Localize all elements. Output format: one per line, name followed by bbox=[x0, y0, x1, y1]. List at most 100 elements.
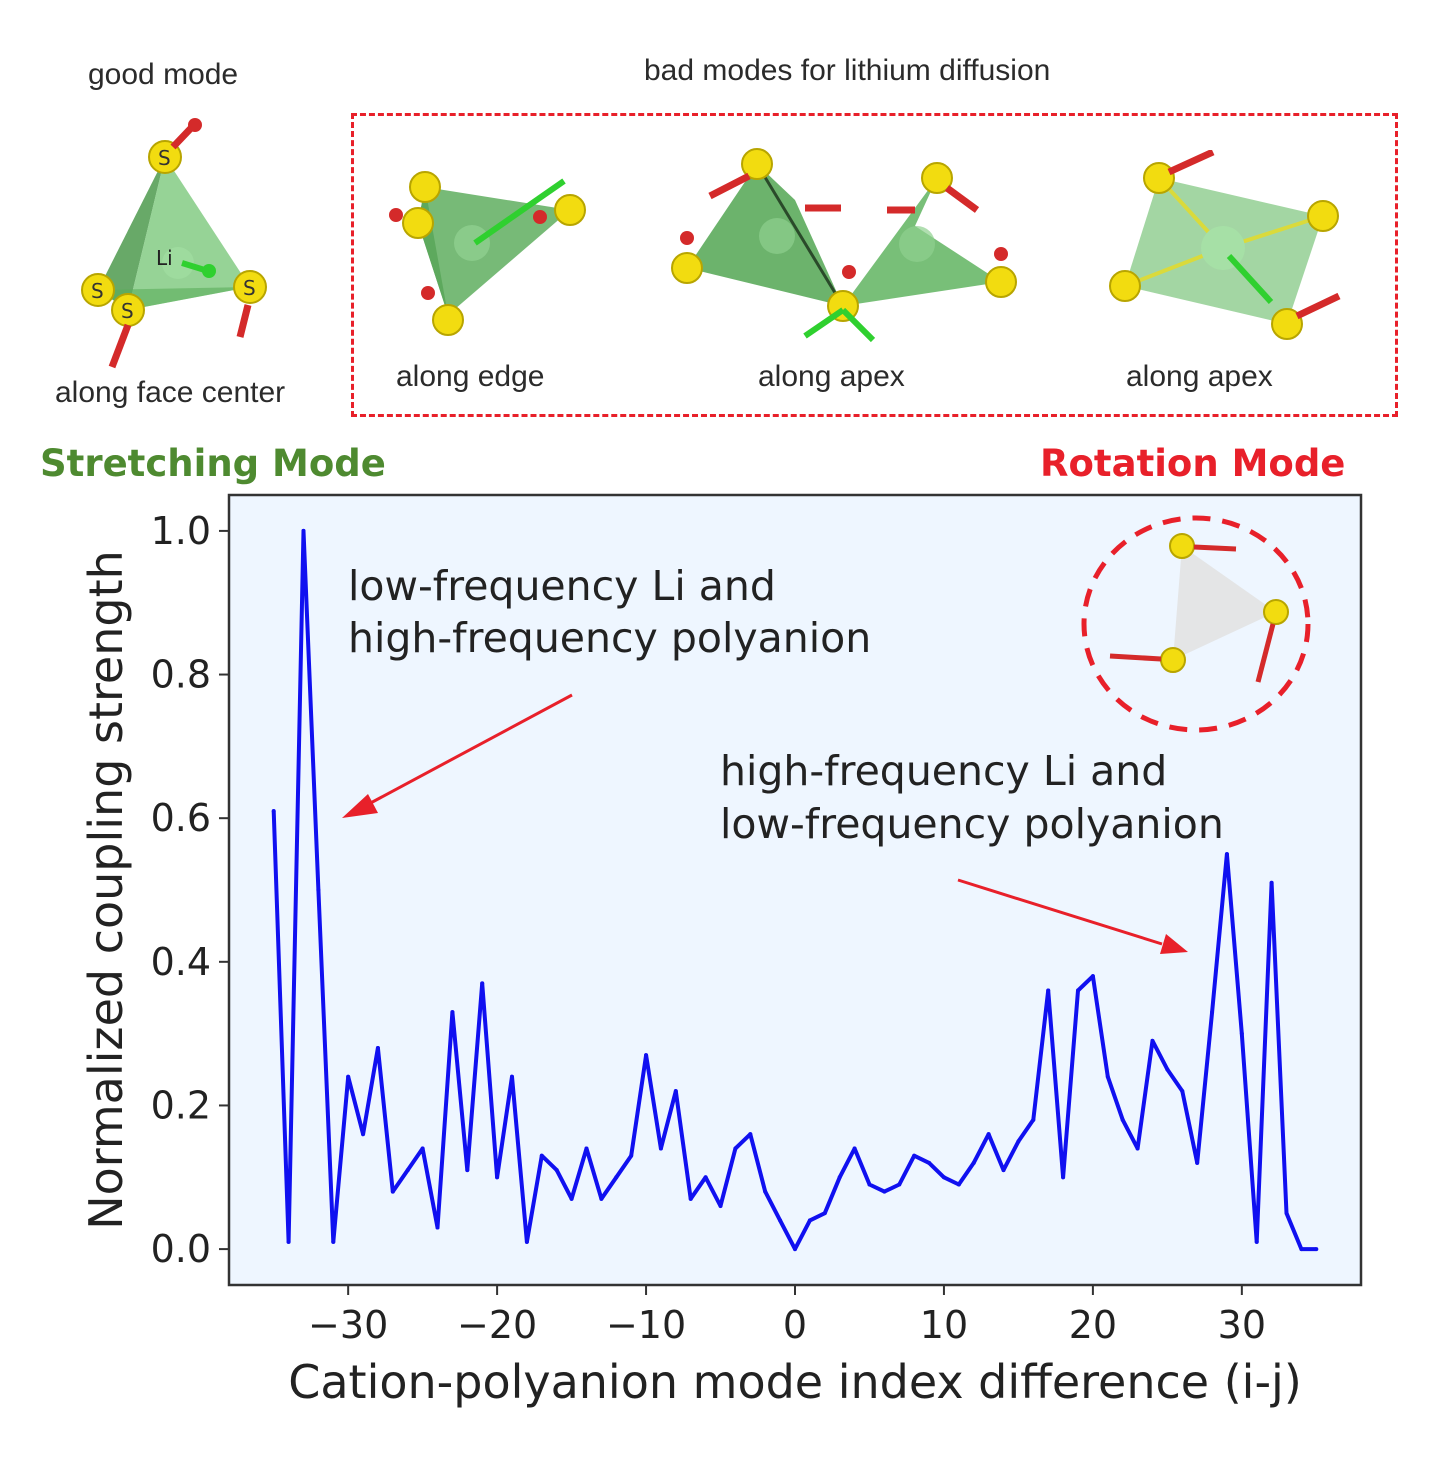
data-point bbox=[897, 1182, 902, 1187]
data-point bbox=[1165, 1067, 1170, 1072]
axis-ticks: −30 −20 −10 0 10 20 30 0.0 0.2 0.4 0.6 0.8 1.0 bbox=[151, 509, 1266, 1347]
green-arrow-2 bbox=[840, 307, 876, 343]
x-tick-label: 0 bbox=[783, 1303, 807, 1347]
y-tick-label: 0.4 bbox=[151, 940, 211, 984]
data-point bbox=[1314, 1247, 1319, 1252]
tetrahedron-face-main bbox=[418, 187, 570, 315]
data-point bbox=[1046, 988, 1051, 993]
green-arrow-1 bbox=[803, 307, 845, 339]
sulfur-atom-4 bbox=[432, 304, 464, 336]
inset-arrow-1 bbox=[1193, 544, 1237, 552]
y-tick-label: 1.0 bbox=[151, 509, 211, 553]
x-tick-label: 20 bbox=[1069, 1303, 1117, 1347]
data-point bbox=[1299, 1247, 1304, 1252]
data-point bbox=[1284, 1211, 1289, 1216]
data-point bbox=[986, 1132, 991, 1137]
data-point bbox=[1254, 1239, 1259, 1244]
data-point bbox=[778, 1218, 783, 1223]
red-arrow-5 bbox=[680, 231, 694, 245]
inset-dashed-circle bbox=[1081, 515, 1311, 733]
sulfur-label-left: S bbox=[91, 279, 104, 303]
rotation-mode-title: Rotation Mode bbox=[1040, 442, 1346, 485]
bad-mode-apex-illustration-2 bbox=[1109, 150, 1341, 340]
sulfur-atom-3 bbox=[921, 162, 953, 194]
tetrahedron-left-edge bbox=[755, 163, 845, 307]
red-arrow-1 bbox=[1167, 150, 1215, 176]
data-point bbox=[375, 1046, 380, 1050]
data-point bbox=[569, 1196, 574, 1201]
data-point bbox=[882, 1189, 887, 1194]
data-point bbox=[420, 1146, 425, 1151]
data-point bbox=[718, 1204, 723, 1208]
bad-modes-box bbox=[351, 113, 1398, 417]
good-mode-illustration: Li S S S S bbox=[81, 118, 267, 369]
data-point bbox=[554, 1168, 559, 1173]
red-arrow-2 bbox=[1295, 292, 1341, 320]
lithium-atom-right bbox=[899, 226, 935, 262]
y-tick-label: 0.8 bbox=[151, 653, 211, 697]
data-point bbox=[301, 528, 306, 533]
bad-mode-caption-1: along edge bbox=[396, 360, 545, 393]
data-point bbox=[465, 1168, 470, 1173]
data-point bbox=[1150, 1038, 1155, 1043]
inset-sulfur-2 bbox=[1263, 599, 1289, 625]
data-point bbox=[1135, 1146, 1140, 1151]
red-arrow-2 bbox=[533, 210, 547, 224]
data-point bbox=[331, 1239, 336, 1244]
data-point bbox=[688, 1196, 693, 1201]
sulfur-atom-2 bbox=[671, 252, 703, 284]
sulfur-label-top: S bbox=[158, 146, 171, 170]
red-arrow-left bbox=[108, 323, 132, 369]
annotation-arrow-2-head bbox=[1160, 934, 1188, 954]
data-point bbox=[703, 1175, 708, 1180]
sulfur-atom-4 bbox=[985, 266, 1017, 298]
red-arrow-right bbox=[236, 304, 252, 338]
bad-mode-edge-illustration bbox=[389, 171, 586, 336]
red-arrow-1 bbox=[389, 208, 403, 222]
stretching-mode-title: Stretching Mode bbox=[40, 442, 386, 485]
annotation-low-freq-line-1: low-frequency Li and bbox=[348, 562, 776, 610]
data-point bbox=[1090, 974, 1095, 979]
annotation-arrow-2 bbox=[957, 878, 1163, 946]
data-point bbox=[956, 1182, 961, 1187]
sulfur-atom-left bbox=[81, 273, 115, 307]
annotation-arrow-1 bbox=[364, 693, 573, 808]
data-point bbox=[584, 1146, 589, 1151]
data-point bbox=[927, 1160, 932, 1165]
data-point bbox=[1210, 1010, 1215, 1015]
data-point bbox=[1001, 1168, 1006, 1173]
lithium-atom-left bbox=[759, 218, 795, 254]
sulfur-atom-top bbox=[148, 140, 182, 174]
sulfur-atom-2 bbox=[1307, 200, 1339, 232]
data-point bbox=[1016, 1139, 1021, 1144]
data-point bbox=[271, 809, 276, 813]
data-point bbox=[1269, 880, 1274, 885]
sulfur-atom-right bbox=[233, 270, 267, 304]
data-point bbox=[450, 1010, 455, 1015]
annotation-high-freq-line-1: high-frequency Li and bbox=[720, 747, 1167, 795]
data-point bbox=[361, 1132, 366, 1137]
data-point bbox=[495, 1175, 500, 1180]
data-point bbox=[1195, 1160, 1200, 1165]
data-point bbox=[435, 1225, 440, 1230]
inset-arrow-2 bbox=[1255, 623, 1276, 683]
data-point bbox=[1076, 988, 1080, 993]
green-arrow bbox=[473, 178, 566, 246]
red-arrow-7 bbox=[994, 247, 1008, 261]
red-arrow-3 bbox=[421, 286, 435, 300]
bad-mode-caption-3: along apex bbox=[1126, 360, 1273, 393]
data-point bbox=[599, 1196, 604, 1201]
data-point bbox=[763, 1189, 768, 1194]
green-arrow-head bbox=[202, 264, 216, 278]
data-point bbox=[316, 888, 321, 892]
tetrahedron-face-right bbox=[128, 157, 250, 310]
data-point bbox=[1061, 1175, 1066, 1180]
x-tick-label: 10 bbox=[920, 1303, 968, 1347]
x-tick-label: −10 bbox=[606, 1303, 686, 1347]
y-tick-label: 0.6 bbox=[151, 796, 211, 840]
red-arrow-6 bbox=[842, 265, 856, 279]
lithium-atom bbox=[454, 225, 490, 261]
annotation-low-freq-line-2: high-frequency polyanion bbox=[348, 614, 871, 662]
inset-sulfur-3 bbox=[1160, 647, 1186, 673]
data-point bbox=[912, 1153, 917, 1158]
